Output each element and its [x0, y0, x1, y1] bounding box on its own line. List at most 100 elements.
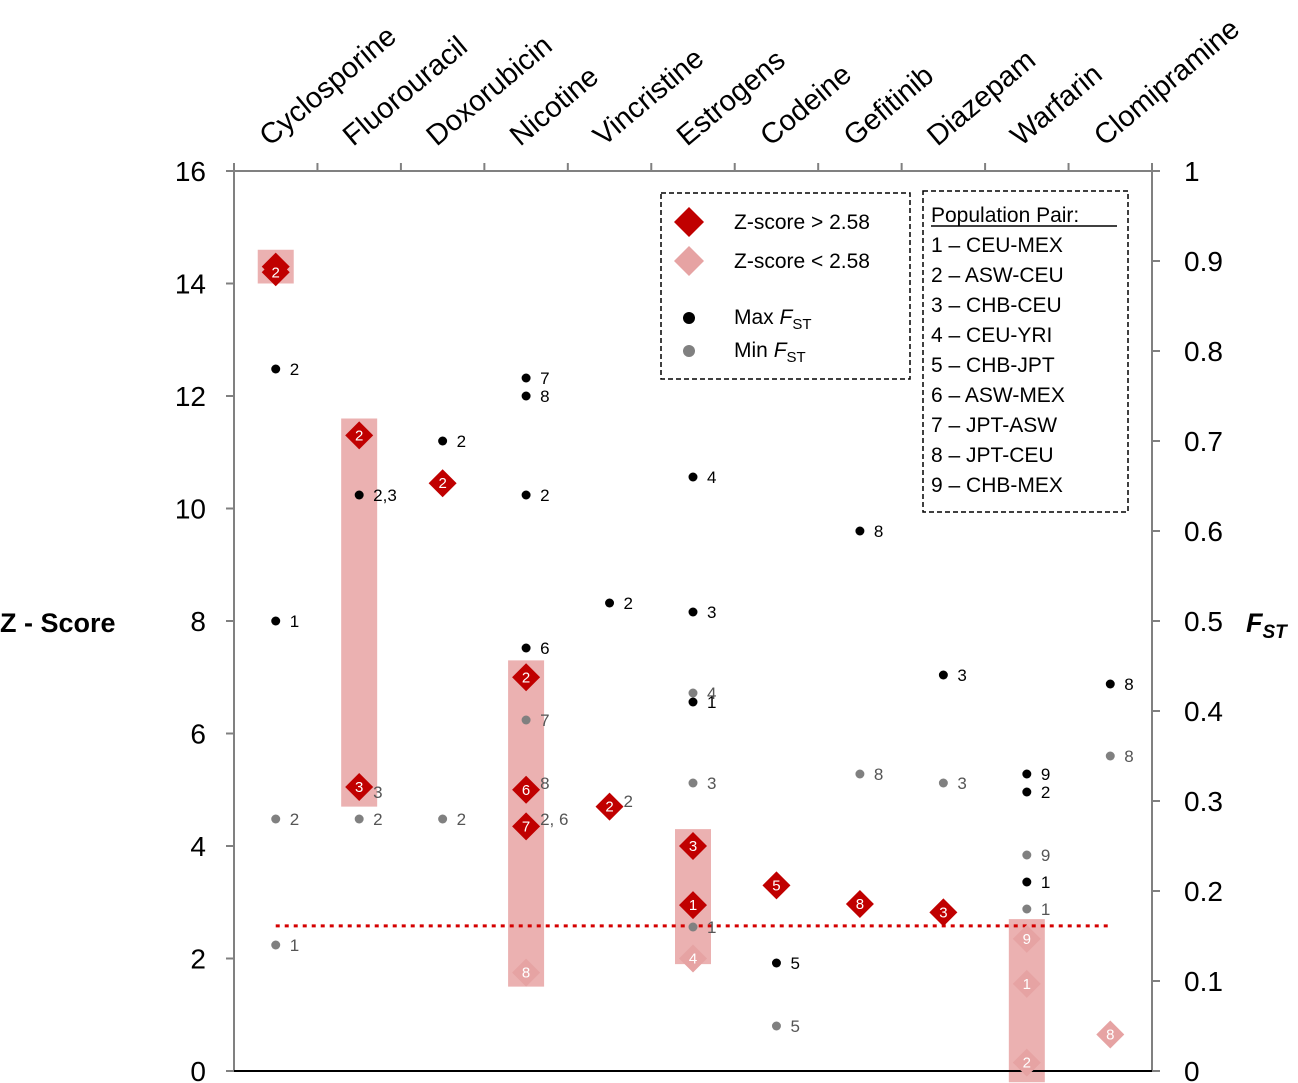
fst-min-label: 1 — [1041, 900, 1050, 919]
left-tick-label: 10 — [175, 494, 206, 525]
fst-max-dot — [521, 643, 531, 653]
pairs-legend-item: 4 – CEU-YRI — [931, 324, 1052, 347]
left-tick-label: 6 — [190, 719, 206, 750]
legend-min-marker — [683, 345, 695, 357]
right-tick-label: 0 — [1184, 1056, 1200, 1083]
legend-box — [660, 192, 911, 380]
pairs-legend-title: Population Pair: — [931, 204, 1079, 227]
fst-max-label: 3 — [957, 666, 966, 685]
fst-max-label: 1 — [1041, 873, 1050, 892]
fst-max-label: 2 — [1041, 783, 1050, 802]
zscore-pair-label: 2 — [272, 264, 280, 281]
fst-max-dot — [438, 436, 448, 446]
zscore-pair-label: 2 — [522, 669, 530, 686]
fst-max-dot — [688, 607, 698, 617]
population-pair-legend: Population Pair: 1 – CEU-MEX 2 – ASW-CEU 3 … — [922, 190, 1129, 513]
fst-max-label: 8 — [540, 387, 549, 406]
fst-min-dot — [771, 1021, 781, 1031]
zscore-pair-label: 3 — [355, 779, 363, 796]
legend-min-prefix: Min — [734, 339, 774, 362]
fst-min-dot — [1022, 904, 1032, 914]
legend-max-sub: ST — [792, 316, 811, 333]
right-tick-label: 0.4 — [1184, 696, 1223, 727]
fst-max-label: 1 — [707, 693, 716, 712]
fst-min-dot — [688, 778, 698, 788]
drug-label: Clomipramine — [1088, 13, 1246, 153]
zscore-diamond-significant — [512, 812, 541, 841]
right-tick-label: 0.6 — [1184, 516, 1223, 547]
fst-max-dot — [855, 526, 865, 536]
fst-min-label: 1 — [290, 936, 299, 955]
fst-min-dot — [688, 922, 698, 932]
fst-min-dot — [855, 769, 865, 779]
legend-nonsig-label: Z-score < 2.58 — [734, 250, 870, 273]
right-tick-label: 0.3 — [1184, 786, 1223, 817]
zscore-diamond-significant — [512, 663, 541, 692]
fst-max-label: 3 — [707, 603, 716, 622]
fst-min-label: 2 — [373, 810, 382, 829]
fst-max-label: 2 — [290, 360, 299, 379]
zscore-diamond-significant — [428, 469, 457, 498]
legend-min-label: Min FST — [734, 339, 806, 366]
pairs-legend-item: 7 – JPT-ASW — [931, 414, 1057, 437]
left-tick-label: 16 — [175, 156, 206, 187]
zscore-pair-label: 8 — [1106, 1026, 1114, 1043]
fst-max-dot — [688, 472, 698, 482]
fst-max-dot — [1105, 679, 1115, 689]
zscore-diamond-significant — [679, 891, 707, 920]
fst-min-dot — [938, 778, 948, 788]
pairs-legend-item: 6 – ASW-MEX — [931, 384, 1065, 407]
axes: 024681012141600.10.20.30.40.50.60.70.80.… — [0, 13, 1288, 1083]
fst-max-dot — [688, 697, 698, 707]
legend-min-f: F — [774, 339, 788, 362]
legend: Z-score > 2.58 Z-score < 2.58 Max FST Min F… — [660, 192, 911, 380]
zscore-pair-label: 9 — [1023, 931, 1031, 948]
fst-max-dot — [605, 598, 615, 608]
fst-min-label: 5 — [790, 1017, 799, 1036]
zscore-diamond-nonsignificant — [679, 944, 707, 973]
right-tick-label: 0.7 — [1184, 426, 1223, 457]
fst-max-dot — [1022, 787, 1032, 797]
zscore-pair-label: 3 — [939, 904, 947, 921]
fst-min-label: 4 — [707, 684, 716, 703]
fst-max-dot — [521, 391, 531, 401]
fst-max-label: 2,3 — [373, 486, 397, 505]
fst-max-label: 2 — [624, 594, 633, 613]
pairs-legend-item: 9 – CHB-MEX — [931, 474, 1063, 497]
zscore-diamond-significant — [345, 421, 374, 450]
zscore-pair-label: 1 — [1023, 976, 1031, 993]
pairs-legend-item: 2 – ASW-CEU — [931, 264, 1064, 287]
fst-max-dot — [271, 364, 281, 374]
fst-max-label: 5 — [790, 954, 799, 973]
legend-sig-label: Z-score > 2.58 — [734, 211, 870, 234]
pairs-legend-item: 3 – CHB-CEU — [931, 294, 1062, 317]
fst-min-label: 2 — [290, 810, 299, 829]
fst-min-dot — [1022, 850, 1032, 860]
legend-max-f: F — [780, 306, 794, 329]
right-tick-label: 1 — [1184, 156, 1200, 187]
left-tick-label: 14 — [175, 269, 206, 300]
fst-min-label: 1 — [707, 918, 716, 937]
fst-max-dot — [354, 490, 364, 500]
right-tick-label: 0.2 — [1184, 876, 1223, 907]
fst-max-dot — [771, 958, 781, 968]
legend-max-label: Max FST — [734, 306, 812, 333]
fst-max-dot — [271, 616, 281, 626]
zscore-diamond-significant — [762, 871, 791, 900]
fst-max-label: 2 — [540, 486, 549, 505]
band — [341, 418, 378, 807]
fst-max-label: 8 — [874, 522, 883, 541]
legend-sig-marker — [674, 207, 704, 237]
legend-max-prefix: Max — [734, 306, 780, 329]
right-tick-label: 0.5 — [1184, 606, 1223, 637]
left-tick-label: 0 — [190, 1056, 206, 1083]
zscore-pair-label: 2 — [1023, 1055, 1031, 1072]
zscore-pair-label: 2 — [355, 427, 363, 444]
fst-min-dot — [521, 715, 531, 725]
zscore-diamond-nonsignificant — [512, 958, 541, 987]
left-axis-title: Z - Score — [0, 608, 116, 638]
fst-min-label: 8 — [874, 765, 883, 784]
zscore-diamond-significant — [512, 775, 541, 804]
fst-min-label: 8 — [1124, 747, 1133, 766]
